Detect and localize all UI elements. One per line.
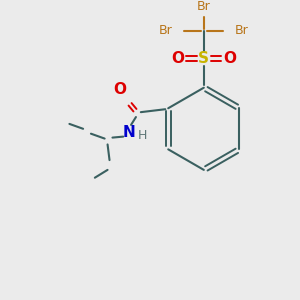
- Text: Br: Br: [197, 0, 211, 13]
- Text: O: O: [113, 82, 126, 97]
- Text: Br: Br: [235, 25, 249, 38]
- Text: H: H: [138, 129, 148, 142]
- Text: Br: Br: [159, 25, 172, 38]
- Text: N: N: [123, 125, 136, 140]
- Text: O: O: [224, 51, 237, 66]
- Text: S: S: [198, 51, 209, 66]
- Text: O: O: [171, 51, 184, 66]
